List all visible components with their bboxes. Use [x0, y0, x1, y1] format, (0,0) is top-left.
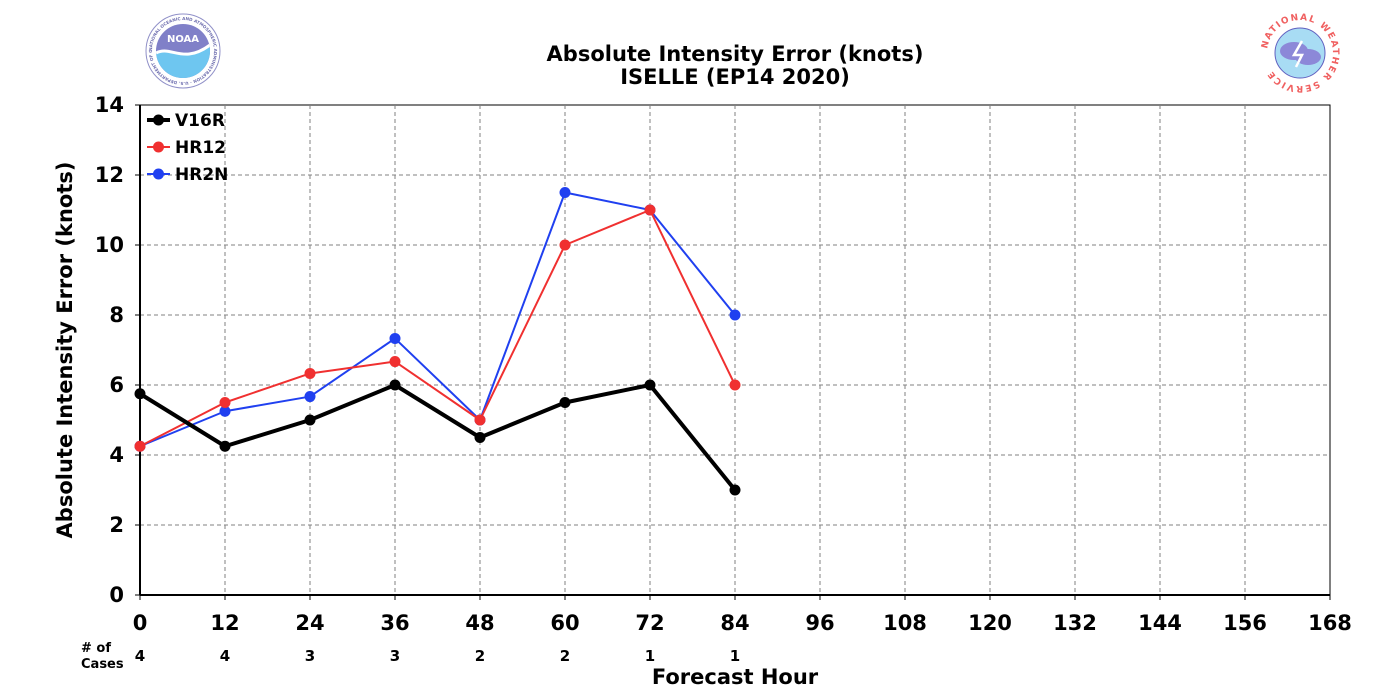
y-tick-label: 2: [109, 513, 124, 537]
cases-count: 1: [730, 647, 740, 665]
data-point-v16r: [134, 388, 146, 400]
x-tick-label: 108: [883, 611, 927, 635]
data-point-hr12: [644, 204, 656, 216]
data-point-v16r: [219, 440, 231, 452]
noaa-logo-text: NOAA: [167, 34, 199, 45]
data-point-hr12: [304, 367, 316, 379]
cases-count: 4: [220, 647, 230, 665]
x-tick-label: 96: [805, 611, 834, 635]
x-tick-label: 84: [720, 611, 749, 635]
x-tick-label: 144: [1138, 611, 1182, 635]
y-tick-label: 0: [109, 583, 124, 607]
x-tick-label: 60: [550, 611, 579, 635]
cases-count: 1: [645, 647, 655, 665]
y-tick-label: 10: [95, 233, 124, 257]
legend-swatch-marker: [153, 114, 164, 126]
plot-area: [134, 104, 1331, 596]
legend-label: HR12: [175, 138, 226, 158]
y-tick-label: 12: [95, 163, 124, 187]
data-point-hr12: [389, 356, 401, 368]
data-point-hr12: [134, 440, 146, 452]
data-point-v16r: [644, 379, 656, 391]
series-line-v16r: [138, 383, 737, 492]
data-point-hr2n: [219, 405, 231, 417]
x-tick-label: 24: [295, 611, 324, 635]
x-tick-label: 0: [133, 611, 148, 635]
legend-swatch-marker: [153, 141, 164, 153]
y-tick-label: 6: [109, 373, 124, 397]
chart-title: Absolute Intensity Error (knots): [547, 42, 924, 66]
data-point-hr2n: [389, 332, 401, 344]
data-point-hr12: [559, 239, 571, 251]
data-point-hr2n: [729, 309, 741, 321]
cases-count: 3: [390, 647, 400, 665]
x-tick-labels: 0 12 24 36 48 60 72 84 96 108 120 132 144 156 168: [133, 595, 1352, 635]
y-tick-labels: 0 2 4 6 8 10 12 14: [95, 93, 140, 607]
data-point-hr12: [729, 379, 741, 391]
x-tick-label: 132: [1053, 611, 1097, 635]
y-tick-label: 8: [109, 303, 124, 327]
cases-row: 4 4 3 3 2 2 1 1: [135, 647, 740, 665]
data-point-hr12: [474, 414, 486, 426]
data-point-hr12: [219, 397, 231, 408]
cases-count: 4: [135, 647, 145, 665]
legend-label: HR2N: [175, 165, 228, 185]
x-tick-label: 12: [210, 611, 239, 635]
x-tick-label: 156: [1223, 611, 1267, 635]
nws-logo-icon: NATIONAL WEATHER SERVICE: [1260, 13, 1338, 93]
x-tick-label: 48: [465, 611, 494, 635]
x-tick-label: 36: [380, 611, 409, 635]
noaa-logo-icon: NATIONAL OCEANIC AND ATMOSPHERIC ADMINIS…: [145, 13, 221, 89]
x-tick-label: 120: [968, 611, 1012, 635]
data-point-hr2n: [304, 391, 316, 403]
cases-heading-line-1: # of: [81, 641, 111, 656]
series-layer: [134, 187, 741, 496]
data-point-v16r: [389, 379, 401, 391]
x-tick-label: 72: [635, 611, 664, 635]
data-point-v16r: [729, 484, 741, 496]
y-tick-label: 4: [109, 443, 124, 467]
data-point-hr2n: [559, 187, 571, 198]
data-point-v16r: [474, 432, 486, 443]
data-point-v16r: [559, 397, 571, 408]
x-tick-label: 168: [1308, 611, 1352, 635]
cases-count: 2: [560, 647, 570, 665]
chart-subtitle: ISELLE (EP14 2020): [620, 65, 850, 89]
y-tick-label: 14: [95, 93, 124, 117]
y-axis-label: Absolute Intensity Error (knots): [53, 162, 77, 539]
legend: V16R HR12 HR2N: [147, 111, 228, 185]
x-axis-label: Forecast Hour: [652, 665, 819, 689]
legend-label: V16R: [175, 111, 225, 131]
cases-count: 3: [305, 647, 315, 665]
series-line-hr2n: [139, 191, 736, 448]
series-line-hr12: [139, 209, 736, 448]
cases-heading-line-2: Cases: [81, 657, 124, 672]
cases-count: 2: [475, 647, 485, 665]
data-point-v16r: [304, 414, 316, 426]
legend-swatch-marker: [153, 168, 164, 180]
